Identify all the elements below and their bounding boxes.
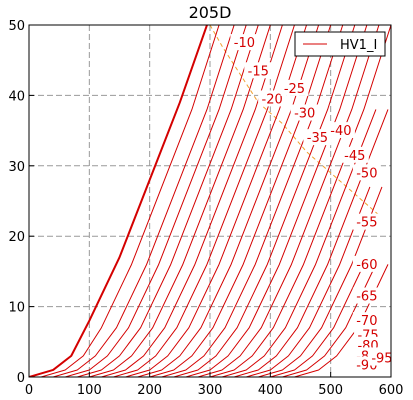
x-tick-label: 600 (379, 383, 404, 398)
series-line--5 (40, 25, 220, 377)
dissipation-curve (209, 24, 380, 216)
curve-label-bg (303, 129, 332, 146)
curve-label: -45 (344, 149, 365, 164)
series-line--55 (161, 25, 344, 377)
curve-label: -95 (371, 352, 392, 367)
series-line--40 (125, 25, 308, 377)
x-tick-label: 100 (77, 383, 102, 398)
curve-label: -70 (356, 314, 377, 329)
curve-label-bg (352, 164, 381, 181)
series-line--60 (173, 25, 356, 377)
curve-label-bg (258, 90, 287, 107)
series-line--50 (149, 25, 332, 377)
curve-label-bg (352, 287, 381, 304)
curve-label: -35 (307, 131, 328, 146)
series-line--45 (137, 25, 320, 377)
series-line--10 (52, 25, 235, 377)
curve-label: -40 (330, 124, 351, 139)
series-line--25 (89, 25, 271, 377)
series-line--90 (246, 186, 371, 377)
curve-label-bg (352, 213, 381, 230)
series-line--75 (209, 25, 391, 377)
series-line--35 (113, 25, 295, 377)
curve-label: -60 (356, 258, 377, 273)
series-line-unlabeled-0 (29, 25, 208, 377)
y-tick-label: 30 (8, 160, 25, 175)
curve-label-bg (290, 104, 319, 121)
y-tick-label: 50 (8, 19, 25, 34)
series-line-unlabeled-20 (270, 264, 365, 377)
axis-ticks: 0 100 200 300 400 500 600 0 10 20 30 40 50 (8, 19, 403, 398)
x-tick-label: 0 (25, 383, 33, 398)
series-line--65 (185, 25, 368, 377)
x-tick-label: 200 (137, 383, 162, 398)
curve-label: -65 (356, 290, 377, 305)
chart-title: 205D (189, 3, 232, 22)
series-lines (29, 25, 391, 377)
series-line--80 (221, 109, 377, 377)
series-line--15 (65, 25, 247, 377)
grid-lines (29, 25, 391, 377)
y-tick-label: 20 (8, 230, 25, 245)
curve-label-bg (230, 34, 259, 51)
dissipation-limit-line (209, 24, 380, 216)
series-line-unlabeled-22 (294, 264, 389, 377)
x-tick-label: 300 (198, 383, 223, 398)
series-line--95 (258, 186, 383, 377)
curve-label: -50 (356, 166, 377, 181)
legend: HV1_I (294, 31, 386, 57)
series-line--30 (101, 25, 283, 377)
x-tick-label: 500 (318, 383, 343, 398)
curve-label: -20 (262, 92, 283, 107)
curve-label: -25 (284, 82, 305, 97)
curve-label-bg (326, 122, 355, 139)
curve-label: -10 (234, 36, 255, 51)
curve-label: -15 (248, 64, 269, 79)
curve-label-bg (340, 146, 369, 163)
curve-label-bg (280, 79, 309, 96)
y-tick-label: 0 (17, 371, 25, 386)
curve-label: -55 (356, 216, 377, 231)
y-tick-label: 10 (8, 301, 25, 316)
series-line--20 (77, 25, 259, 377)
series-line--70 (197, 25, 380, 377)
series-line-unlabeled-21 (282, 264, 377, 377)
curve-label-bg (244, 62, 273, 79)
curve-label: -30 (294, 107, 315, 122)
legend-entry-hv1-i: HV1_I (340, 38, 377, 53)
series-line--85 (233, 109, 389, 377)
curve-labels: -10 -15 -20-25 -30 -35 -40 -45 -50 -55 -60 -65 -70 -… (230, 34, 396, 374)
curve-label-bg (352, 312, 381, 329)
x-tick-label: 400 (258, 383, 283, 398)
curve-label-bg (352, 255, 381, 272)
curve-label-bg (367, 349, 396, 366)
y-tick-label: 40 (8, 89, 25, 104)
